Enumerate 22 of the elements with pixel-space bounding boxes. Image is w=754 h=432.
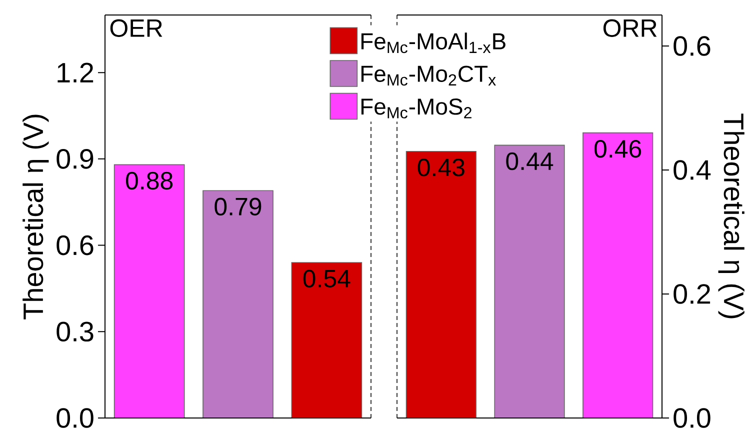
y2-tick-label: 0.4 [674, 160, 711, 180]
y-tick-label: 1.2 [58, 62, 94, 82]
y-tick-label: 0.0 [56, 408, 94, 428]
y-tick-label: 0.6 [56, 235, 94, 256]
data-label: 0.44 [506, 152, 554, 170]
data-label: 0.46 [594, 140, 642, 158]
y2-axis-title: Theoretical η (V) [718, 114, 744, 318]
data-label: 0.54 [303, 270, 350, 288]
y-axis-title: Theoretical η (V) [22, 114, 49, 320]
legend-label: Fe$_{Mc}$-MoAl$_{1-x}$B [361, 32, 506, 54]
chart-title: ORR [603, 19, 657, 37]
legend-label: Fe$_{Mc}$-MoS$_{2}$ [361, 98, 472, 118]
y2-tick-label: 0.6 [674, 36, 710, 56]
chart-title: OER [110, 19, 162, 37]
y-tick-label: 0.9 [56, 149, 94, 169]
data-label: 0.79 [214, 198, 262, 216]
y-tick-label: 0.3 [56, 322, 94, 342]
y2-tick-label: 0.2 [674, 284, 710, 304]
data-label: 0.43 [418, 158, 464, 176]
data-label: 0.88 [126, 172, 173, 190]
y2-tick-label: 0.0 [674, 408, 710, 428]
legend-label: Fe$_{Mc}$-Mo$_{2}$CT$_{x}$ [361, 66, 496, 86]
